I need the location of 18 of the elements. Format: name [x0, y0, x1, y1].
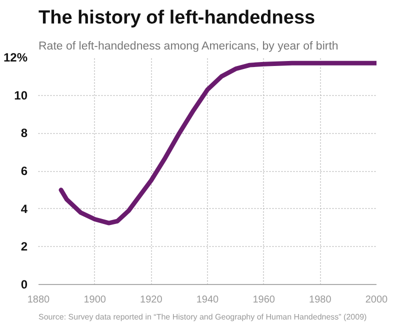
line-series	[58, 60, 376, 226]
x-tick-label: 2000	[365, 294, 388, 306]
x-tick-label: 1880	[27, 294, 50, 306]
chart-subtitle: Rate of left-handedness among Americans, by year of birth	[38, 40, 338, 52]
x-tick-label: 1900	[84, 294, 106, 306]
y-tick-label: 0	[20, 278, 28, 292]
x-tick-label: 1940	[196, 294, 220, 306]
chart-title: The history of left-handedness	[38, 8, 316, 28]
y-tick-label: 10	[14, 88, 28, 102]
y-tick-label: 2	[20, 240, 28, 254]
y-tick-label: 4	[20, 202, 28, 216]
x-tick-label: 1980	[309, 294, 332, 306]
y-tick-label: 6	[20, 164, 28, 178]
source-note: Source: Survey data reported in “The History and Geography of Human Handedness” (2009)	[38, 312, 368, 322]
x-tick-label: 1960	[252, 294, 276, 306]
y-tick-label: 8	[20, 126, 28, 140]
y-tick-label: 12%	[3, 50, 28, 64]
x-tick-label: 1920	[140, 294, 163, 306]
